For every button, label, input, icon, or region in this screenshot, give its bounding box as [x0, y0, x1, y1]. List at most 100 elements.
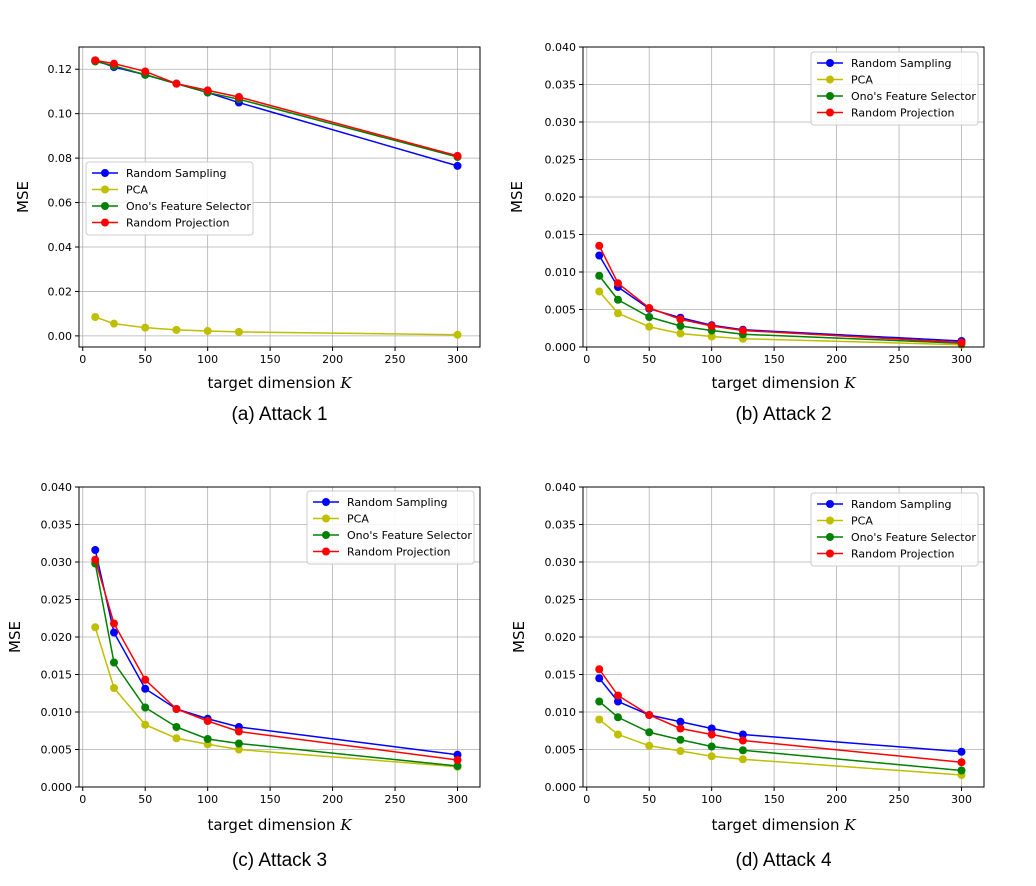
- x-axis-label: target dimension K: [207, 816, 352, 834]
- data-point: [91, 546, 100, 554]
- y-tick-label: 0.010: [545, 706, 577, 719]
- x-tick-label: 250: [889, 793, 910, 806]
- y-tick-label: 0.00: [48, 330, 73, 343]
- data-point: [613, 691, 622, 700]
- data-point: [676, 747, 685, 755]
- x-axis-label: target dimension K: [711, 816, 856, 834]
- data-point: [613, 309, 622, 318]
- x-tick-label: 100: [701, 353, 722, 366]
- data-point: [676, 717, 685, 726]
- legend-marker: [101, 202, 109, 210]
- legend-marker: [101, 218, 109, 227]
- y-tick-label: 0.06: [48, 197, 73, 210]
- x-tick-label: 100: [197, 353, 218, 366]
- data-point: [957, 747, 966, 756]
- axes-frame: [78, 486, 481, 788]
- legend-marker: [322, 531, 330, 539]
- data-point: [172, 325, 181, 334]
- y-axis-label: MSE: [14, 181, 32, 213]
- y-tick-label: 0.040: [545, 481, 577, 494]
- data-point: [595, 674, 604, 683]
- y-tick-label: 0.030: [41, 556, 73, 569]
- data-point: [707, 752, 716, 761]
- x-tick-label: 100: [197, 793, 218, 806]
- data-point: [172, 705, 181, 713]
- data-point: [595, 271, 604, 280]
- legend-marker: [101, 169, 109, 177]
- data-point: [203, 717, 212, 725]
- y-tick-label: 0.005: [41, 744, 73, 757]
- y-tick-label: 0.000: [545, 341, 577, 354]
- x-axis-label-text: target dimension: [207, 374, 340, 392]
- legend-label: Random Projection: [851, 548, 954, 561]
- legend-box: [85, 161, 254, 236]
- x-tick-label: 300: [951, 793, 972, 806]
- data-point: [141, 684, 150, 693]
- data-point: [645, 313, 654, 321]
- data-point: [707, 332, 716, 341]
- x-axis-label-variable: K: [339, 374, 352, 392]
- data-point: [91, 623, 100, 632]
- data-point: [613, 697, 622, 706]
- x-tick-label: 300: [447, 793, 468, 806]
- x-tick-label: 0: [583, 793, 590, 806]
- data-point: [738, 736, 747, 745]
- data-point: [738, 326, 747, 335]
- axes-frame: [582, 486, 985, 788]
- data-point: [595, 715, 604, 724]
- data-point: [203, 327, 212, 335]
- x-axis-label: target dimension K: [711, 374, 856, 392]
- legend-label: Random Projection: [347, 546, 450, 559]
- legend-marker: [322, 547, 330, 556]
- y-tick-label: 0.10: [48, 108, 73, 121]
- data-point: [957, 338, 966, 347]
- legend-marker: [826, 549, 834, 558]
- legend-marker: [826, 500, 834, 508]
- data-point: [141, 703, 150, 712]
- data-point: [109, 684, 118, 692]
- data-point: [141, 720, 150, 729]
- legend-label: Ono's Feature Selector: [126, 200, 251, 213]
- data-point: [453, 762, 462, 770]
- data-point: [595, 241, 604, 250]
- x-tick-label: 0: [79, 793, 86, 806]
- chart-panel-3: 0 50 100 150 200 250 300 0.000 0.005 0.010 0.015 0.…: [6, 481, 481, 871]
- data-point: [109, 319, 118, 328]
- x-tick-label: 250: [385, 793, 406, 806]
- data-point: [203, 735, 212, 743]
- chart-panel-1: 0 50 100 150 200 250 300 0.00 0.02 0.04 0.06 0.08 0.…: [14, 46, 481, 425]
- axes-frame: [582, 46, 985, 348]
- x-tick-label: 100: [701, 793, 722, 806]
- y-tick-label: 0.025: [545, 594, 577, 607]
- data-point: [91, 56, 100, 65]
- x-axis-label-text: target dimension: [207, 816, 340, 834]
- legend-label: PCA: [347, 513, 369, 526]
- data-point: [645, 728, 654, 737]
- x-axis-label-variable: K: [339, 816, 352, 834]
- y-tick-label: 0.005: [545, 744, 577, 757]
- y-tick-label: 0.030: [545, 116, 577, 129]
- data-point: [234, 93, 243, 101]
- data-point: [707, 742, 716, 751]
- data-point: [738, 755, 747, 764]
- x-axis-label-text: target dimension: [711, 374, 844, 392]
- y-tick-label: 0.035: [545, 79, 577, 92]
- x-tick-label: 0: [583, 353, 590, 366]
- legend: Random Sampling PCA Ono's Feature Selector…: [810, 51, 979, 126]
- x-tick-label: 0: [79, 353, 86, 366]
- y-tick-label: 0.030: [545, 556, 577, 569]
- y-tick-label: 0.025: [545, 154, 577, 167]
- legend-marker: [826, 533, 834, 541]
- x-tick-label: 150: [260, 793, 281, 806]
- panel-caption: (b) Attack 2: [735, 404, 831, 425]
- data-point: [645, 741, 654, 750]
- data-point: [707, 724, 716, 733]
- x-tick-label: 50: [642, 793, 656, 806]
- legend-marker: [826, 59, 834, 67]
- legend: Random Sampling PCA Ono's Feature Selector…: [810, 492, 979, 567]
- legend-marker: [826, 75, 834, 84]
- axes-frame: [78, 46, 481, 348]
- y-tick-label: 0.02: [48, 285, 73, 298]
- legend-box: [810, 492, 979, 567]
